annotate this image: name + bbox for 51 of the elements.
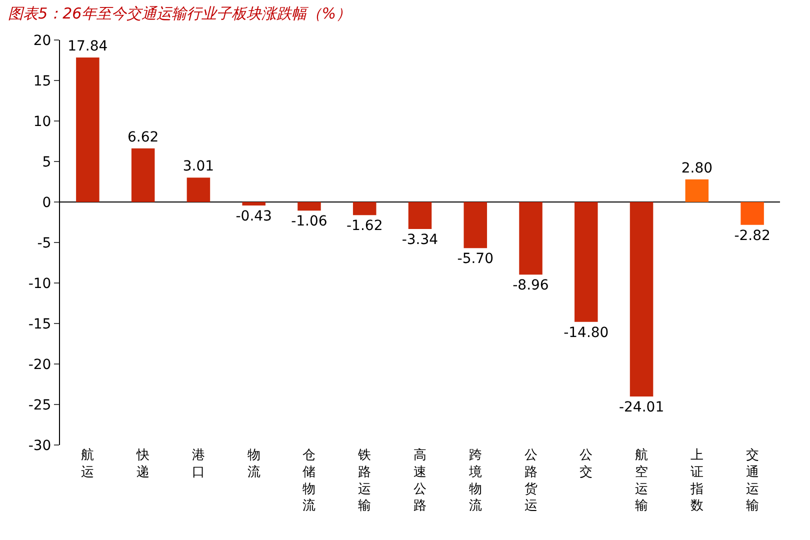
y-tick-label: -10 <box>28 276 52 292</box>
bar <box>408 202 432 230</box>
data-label: -14.80 <box>564 324 609 341</box>
x-tick-label: 仓储物流 <box>302 448 316 514</box>
x-tick-label: 跨境物流 <box>468 448 482 514</box>
y-tick-label: 0 <box>42 194 52 211</box>
bar <box>464 202 488 248</box>
bar <box>298 202 321 211</box>
bar <box>76 58 100 202</box>
y-tick-label: 20 <box>33 32 52 49</box>
x-tick-label: 交通运输 <box>746 447 759 514</box>
bar <box>131 148 155 202</box>
bar <box>352 202 376 216</box>
x-tick-label: 公交 <box>580 448 593 480</box>
x-tick-label: 物流 <box>247 448 260 480</box>
x-tick-label: 港口 <box>192 448 205 480</box>
data-label: -2.82 <box>734 228 770 244</box>
data-label: -1.06 <box>291 214 328 230</box>
y-tick-label: -30 <box>28 438 52 454</box>
data-label: -24.01 <box>618 399 664 416</box>
data-label: -1.62 <box>346 218 383 234</box>
data-label: 3.01 <box>182 158 214 175</box>
x-tick-label: 铁路运输 <box>357 448 372 514</box>
data-label: -0.43 <box>236 208 272 224</box>
y-tick-label: 15 <box>33 73 52 90</box>
bar <box>685 179 709 202</box>
y-tick-label: -15 <box>28 316 52 332</box>
chart-title: 图表5：26年至今交通运输行业子板块涨跌幅（%） <box>8 4 351 23</box>
bar <box>574 202 598 322</box>
bar <box>740 202 764 225</box>
bar <box>519 202 542 275</box>
x-tick-label: 上证指数 <box>689 448 704 514</box>
x-tick-label: 快递 <box>136 448 150 480</box>
x-tick-label: 公路货运 <box>524 448 538 514</box>
data-label: 6.62 <box>127 129 159 146</box>
data-label: 17.84 <box>68 38 108 54</box>
y-tick-label: -20 <box>28 356 52 373</box>
y-tick-label: -25 <box>28 397 52 414</box>
y-tick-label: 10 <box>33 114 52 130</box>
y-tick-label: 5 <box>42 154 52 170</box>
data-label: -5.70 <box>457 251 494 268</box>
x-tick-label: 航空运输 <box>635 448 648 514</box>
bar <box>630 202 654 396</box>
x-tick-label: 航运 <box>81 448 94 480</box>
data-label: -8.96 <box>512 278 549 294</box>
data-label: -3.34 <box>402 232 438 248</box>
x-tick-label: 高速公路 <box>414 447 426 514</box>
bar <box>186 178 210 202</box>
data-label: 2.80 <box>681 160 713 176</box>
bar <box>242 202 266 206</box>
y-tick-label: -5 <box>37 235 52 252</box>
